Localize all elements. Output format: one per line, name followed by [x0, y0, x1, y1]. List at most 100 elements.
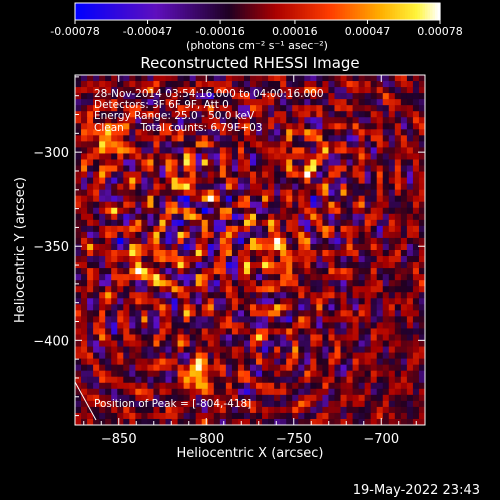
heatmap-cell: [406, 268, 414, 275]
heatmap-cell: [99, 141, 106, 148]
heatmap-cell: [213, 207, 221, 215]
heatmap-cell: [292, 256, 299, 263]
heatmap-cell: [99, 352, 106, 360]
heatmap-cell: [250, 304, 257, 311]
heatmap-cell: [322, 274, 329, 281]
heatmap-cell: [262, 183, 269, 191]
heatmap-cell: [165, 135, 173, 142]
heatmap-cell: [117, 159, 124, 167]
heatmap-cell: [111, 159, 118, 167]
heatmap-cell: [292, 141, 299, 148]
heatmap-cell: [219, 129, 227, 136]
heatmap-cell: [99, 298, 106, 305]
heatmap-cell: [274, 75, 281, 82]
heatmap-cell: [117, 262, 124, 269]
heatmap-cell: [207, 346, 215, 354]
heatmap-cell: [280, 87, 287, 94]
heatmap-cell: [334, 93, 342, 100]
heatmap-cell: [93, 394, 100, 402]
heatmap-cell: [280, 310, 287, 317]
heatmap-cell: [274, 418, 281, 426]
heatmap-cell: [99, 153, 106, 160]
heatmap-cell: [75, 418, 82, 426]
heatmap-cell: [87, 394, 94, 402]
heatmap-cell: [328, 268, 335, 275]
heatmap-cell: [231, 129, 239, 136]
heatmap-cell: [250, 243, 257, 251]
heatmap-cell: [280, 412, 287, 420]
heatmap-cell: [376, 418, 384, 426]
heatmap-cell: [250, 412, 257, 420]
heatmap-cell: [292, 394, 299, 402]
heatmap-cell: [99, 280, 106, 287]
heatmap-cell: [292, 346, 299, 354]
heatmap-cell: [159, 219, 167, 227]
colorbar-cell: [215, 3, 219, 20]
heatmap-cell: [370, 406, 378, 414]
heatmap-cell: [177, 99, 185, 106]
heatmap-cell: [334, 358, 342, 366]
heatmap-cell: [111, 189, 118, 197]
heatmap-cell: [207, 400, 215, 408]
heatmap-cell: [316, 87, 323, 94]
heatmap-cell: [286, 292, 293, 299]
colorbar-cell: [372, 3, 376, 20]
heatmap-cell: [334, 213, 342, 221]
heatmap-cell: [93, 129, 100, 136]
heatmap-cell: [406, 123, 414, 130]
heatmap-cell: [310, 262, 317, 269]
heatmap-cell: [364, 153, 372, 160]
heatmap-cell: [183, 322, 191, 329]
heatmap-cell: [159, 117, 167, 124]
heatmap-cell: [256, 81, 263, 88]
colorbar-cell: [135, 3, 139, 20]
heatmap-cell: [159, 406, 167, 414]
heatmap-cell: [207, 177, 215, 185]
heatmap-cell: [105, 280, 112, 287]
heatmap-cell: [286, 256, 293, 263]
heatmap-cell: [256, 225, 263, 233]
heatmap-cell: [382, 370, 390, 378]
heatmap-cell: [376, 304, 384, 311]
heatmap-cell: [237, 225, 245, 233]
heatmap-cell: [123, 219, 130, 227]
heatmap-cell: [123, 370, 130, 378]
heatmap-cell: [412, 412, 420, 420]
heatmap-cell: [364, 412, 372, 420]
heatmap-cell: [111, 207, 118, 215]
heatmap-cell: [274, 129, 281, 136]
heatmap-cell: [286, 159, 293, 167]
heatmap-cell: [87, 189, 94, 197]
heatmap-cell: [87, 99, 94, 106]
heatmap-cell: [213, 105, 221, 112]
heatmap-cell: [334, 207, 342, 215]
heatmap-cell: [153, 135, 160, 142]
heatmap-cell: [394, 117, 402, 124]
heatmap-cell: [117, 189, 124, 197]
heatmap-cell: [231, 207, 239, 215]
heatmap-cell: [394, 286, 402, 293]
heatmap-cell: [274, 382, 281, 390]
heatmap-cell: [201, 207, 209, 215]
heatmap-cell: [153, 328, 160, 335]
heatmap-cell: [135, 99, 142, 106]
annotation-clean-counts: Clean Total counts: 6.79E+03: [94, 122, 263, 134]
heatmap-cell: [250, 298, 257, 305]
heatmap-cell: [147, 316, 154, 323]
heatmap-cell: [388, 346, 396, 354]
heatmap-cell: [201, 364, 209, 372]
heatmap-cell: [177, 189, 185, 197]
heatmap-cell: [334, 394, 342, 402]
heatmap-cell: [219, 195, 227, 203]
heatmap-cell: [316, 406, 323, 414]
heatmap-cell: [418, 195, 426, 203]
heatmap-cell: [418, 225, 426, 233]
heatmap-cell: [81, 93, 88, 100]
colorbar-tick-label: -0.00016: [195, 25, 244, 38]
heatmap-cell: [394, 213, 402, 221]
heatmap-cell: [280, 322, 287, 329]
heatmap-cell: [400, 328, 408, 335]
heatmap-cell: [364, 141, 372, 148]
heatmap-cell: [256, 346, 263, 354]
heatmap-cell: [93, 328, 100, 335]
